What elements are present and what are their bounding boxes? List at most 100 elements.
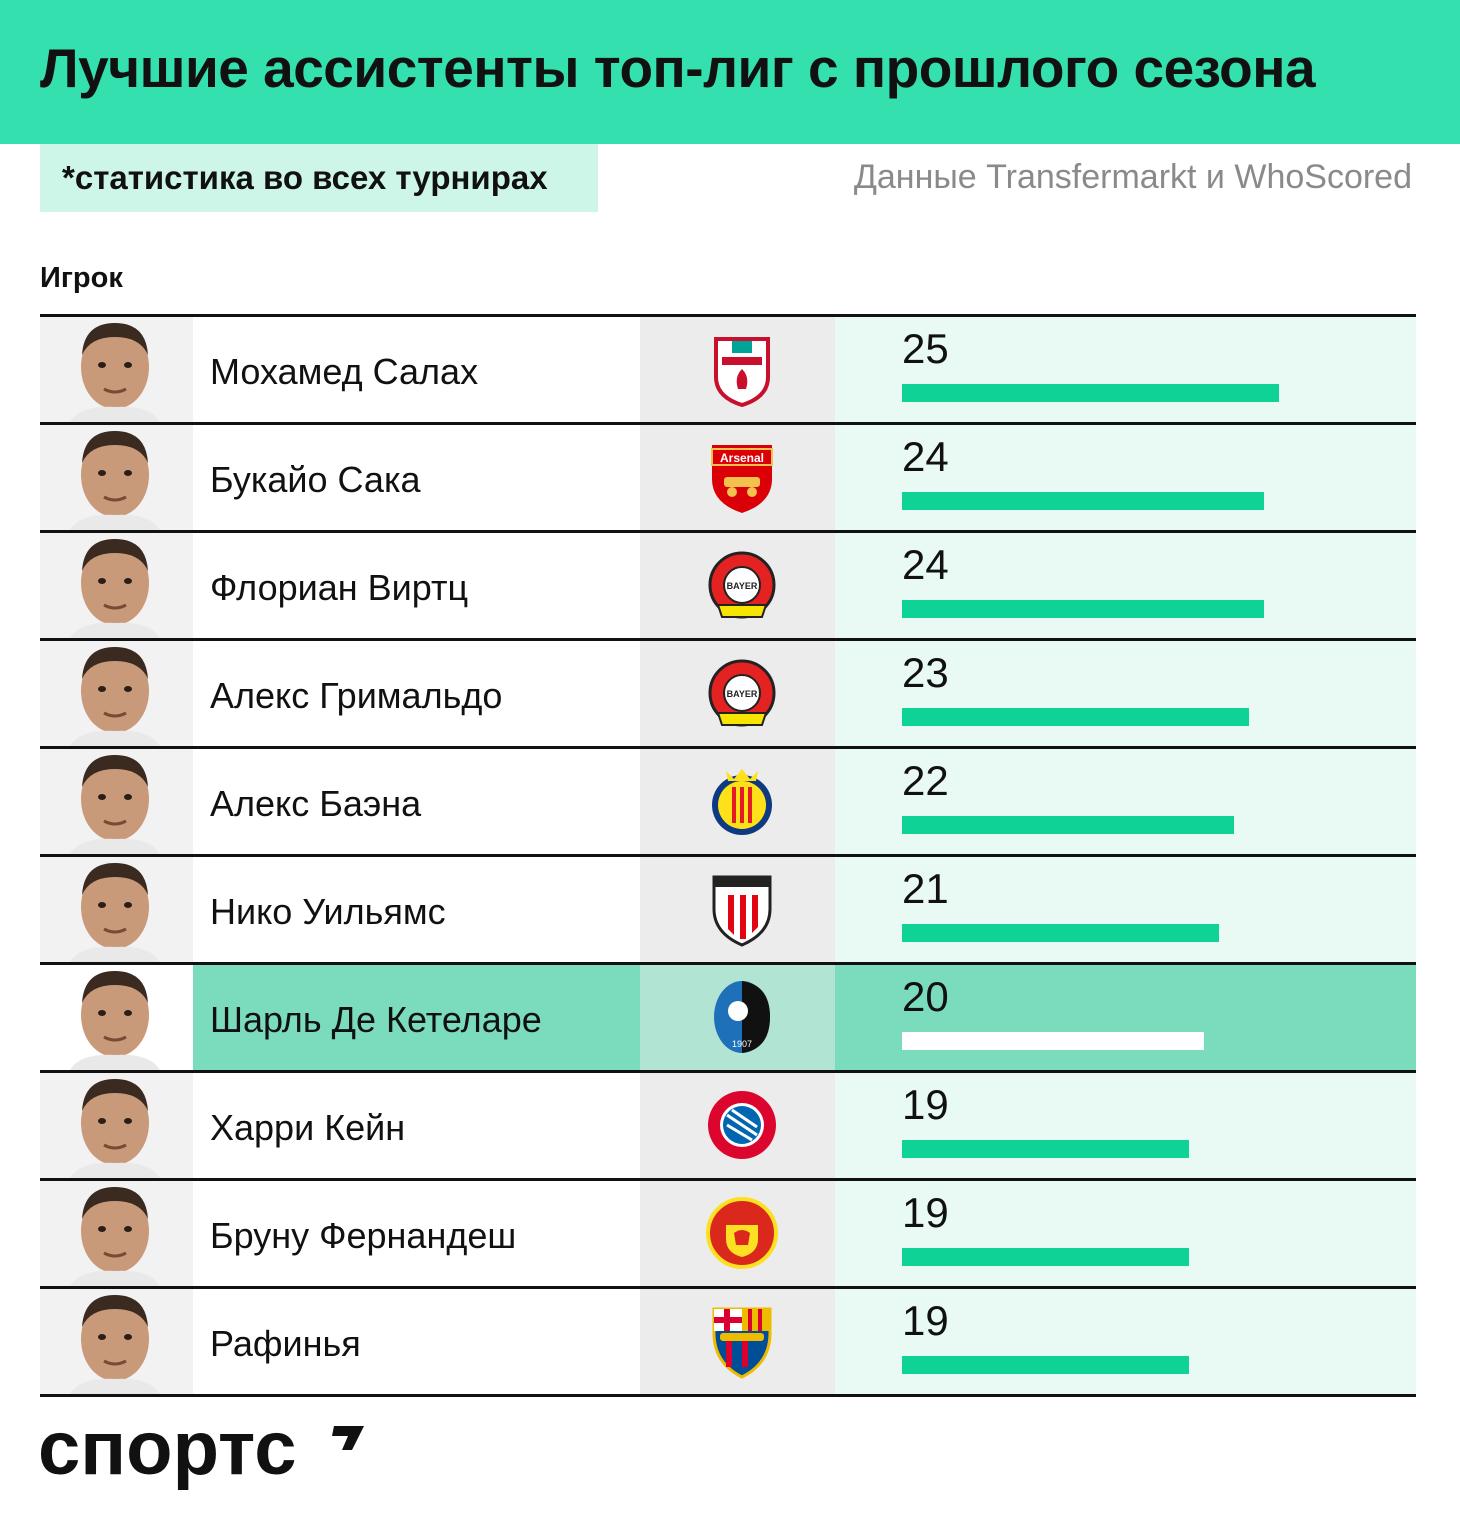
club-logo-cell: 1907 [640,965,835,1070]
assists-value-label: 22 [902,757,949,804]
assists-bar [902,1140,1189,1158]
athletic-bilbao-crest [712,875,772,947]
table-row: Алекс Баэна 22 [40,749,1416,857]
table-row: Флориан Виртц BAYER 24 [40,533,1416,641]
assists-bar [902,816,1234,834]
leverkusen-crest: BAYER [708,659,776,727]
assists-bar [902,1248,1189,1266]
assists-bar [902,600,1264,618]
assists-bar [902,1356,1189,1374]
player-photo-icon [70,323,160,422]
club-logo-cell [640,857,835,962]
player-photo-icon [70,863,160,962]
page-title: Лучшие ассистенты топ-лиг с прошлого сез… [40,37,1316,99]
player-photo [40,533,193,638]
assists-cell: 22 [835,749,1416,854]
player-photo [40,1073,193,1178]
column-header-player: Игрок [40,262,123,294]
svg-text:BAYER: BAYER [727,689,758,699]
player-name-cell: Рафинья [193,1289,640,1394]
assists-bar [902,492,1264,510]
player-name: Букайо Сака [210,459,421,500]
player-name-cell: Алекс Гримальдо [193,641,640,746]
player-name: Флориан Виртц [210,567,469,608]
assists-value-label: 19 [902,1081,949,1128]
club-logo-cell [640,1289,835,1394]
assists-value-label: 24 [902,541,949,588]
table-row: Шарль Де Кетеларе 1907 20 [40,965,1416,1073]
player-name-cell: Харри Кейн [193,1073,640,1178]
assists-value-label: 25 [902,325,949,372]
arsenal-crest: Arsenal [711,445,773,513]
player-photo [40,749,193,854]
player-name: Харри Кейн [210,1107,406,1148]
logo-wordmark: спортс [38,1408,297,1491]
player-name: Рафинья [210,1323,361,1364]
player-name-cell: Алекс Баэна [193,749,640,854]
assists-bar [902,384,1279,402]
club-logo-cell: BAYER [640,641,835,746]
player-name-cell: Бруну Фернандеш [193,1181,640,1286]
liverpool-crest [714,337,770,408]
table-row: Рафинья 19 [40,1289,1416,1397]
player-photo-icon [70,1079,160,1178]
player-photo-icon [70,1187,160,1286]
player-photo-icon [70,1295,160,1394]
player-photo [40,1289,193,1394]
table-row: Нико Уильямс 21 [40,857,1416,965]
logo-mark-icon [332,1426,364,1450]
assists-cell: 19 [835,1289,1416,1394]
assists-cell: 24 [835,425,1416,530]
player-name-cell: Букайо Сака [193,425,640,530]
leverkusen-crest: BAYER [708,551,776,619]
table-row: Харри Кейн 19 [40,1073,1416,1181]
note-box: *статистика во всех турнирах [40,144,598,212]
assists-value-label: 20 [902,973,949,1020]
assists-cell: 24 [835,533,1416,638]
player-name: Шарль Де Кетеларе [210,999,542,1040]
club-logo-cell [640,317,835,422]
assists-value-label: 19 [902,1297,949,1344]
player-photo-icon [70,971,160,1070]
atalanta-crest: 1907 [714,981,770,1053]
assists-cell: 19 [835,1181,1416,1286]
assists-bar [902,708,1249,726]
player-name-cell: Мохамед Салах [193,317,640,422]
club-logo-cell: Arsenal [640,425,835,530]
assists-cell: 20 [835,965,1416,1070]
player-name-cell: Нико Уильямс [193,857,640,962]
sports-ru-logo: спортс [38,1408,364,1491]
barcelona-crest [712,1307,772,1379]
player-name: Мохамед Салах [210,351,479,392]
svg-text:1907: 1907 [732,1039,752,1049]
table-row: Алекс Гримальдо BAYER 23 [40,641,1416,749]
manchester-united-crest [706,1197,778,1269]
club-logo-cell: BAYER [640,533,835,638]
player-photo-icon [70,431,160,530]
assists-value-label: 19 [902,1189,949,1236]
player-name-cell: Флориан Виртц [193,533,640,638]
player-photo [40,425,193,530]
player-photo [40,965,193,1070]
assists-cell: 19 [835,1073,1416,1178]
player-name-cell: Шарль Де Кетеларе [193,965,640,1070]
player-photo [40,857,193,962]
villarreal-crest [712,769,772,835]
assists-value-label: 24 [902,433,949,480]
bayern-crest [708,1091,776,1159]
assists-cell: 25 [835,317,1416,422]
club-logo-cell [640,749,835,854]
assists-value-label: 21 [902,865,949,912]
assists-cell: 21 [835,857,1416,962]
player-name: Бруну Фернандеш [210,1215,517,1256]
assists-value-label: 23 [902,649,949,696]
table-row: Мохамед Салах 25 [40,317,1416,425]
title-banner: Лучшие ассистенты топ-лиг с прошлого сез… [0,0,1460,144]
stats-note: *статистика во всех турнирах [62,159,548,196]
player-name: Нико Уильямс [210,891,446,932]
player-photo [40,641,193,746]
player-photo [40,1181,193,1286]
table-row: Бруну Фернандеш 19 [40,1181,1416,1289]
club-logo-cell [640,1181,835,1286]
player-photo [40,317,193,422]
